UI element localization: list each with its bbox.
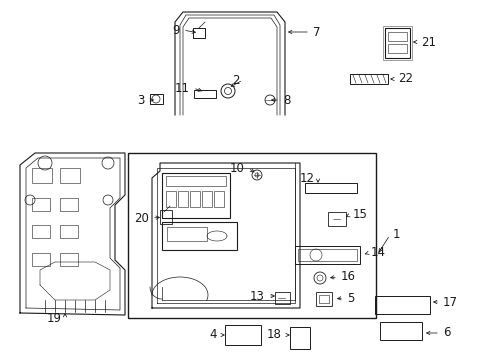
Text: 22: 22 (398, 72, 413, 85)
Bar (295, 246, 360, 264)
Bar (160, 210, 172, 224)
Bar (388, 44, 407, 53)
Bar (225, 325, 261, 345)
Text: 7: 7 (313, 26, 320, 39)
Text: 19: 19 (47, 311, 62, 324)
Text: 12: 12 (300, 171, 315, 184)
Text: 6: 6 (443, 327, 450, 339)
Text: 18: 18 (267, 328, 282, 342)
Bar (167, 227, 207, 241)
Bar (316, 292, 332, 306)
Bar (298, 249, 357, 261)
Text: 9: 9 (172, 23, 180, 36)
Bar (214, 191, 224, 207)
Bar (350, 74, 388, 84)
Bar (194, 90, 216, 98)
Bar (290, 327, 310, 349)
Text: 5: 5 (347, 292, 354, 305)
Bar (32, 253, 50, 266)
Text: 11: 11 (175, 81, 190, 94)
Bar (178, 191, 188, 207)
Bar (190, 191, 200, 207)
Text: 17: 17 (443, 296, 458, 309)
Bar (60, 253, 78, 266)
Bar (388, 32, 407, 41)
Text: 15: 15 (353, 208, 368, 221)
Bar (202, 191, 212, 207)
Bar (193, 28, 205, 38)
Bar (60, 198, 78, 211)
Text: 8: 8 (283, 94, 291, 107)
Bar (305, 183, 357, 193)
Text: 3: 3 (138, 94, 145, 107)
Text: 4: 4 (210, 328, 217, 342)
Bar (275, 292, 290, 304)
Bar (32, 225, 50, 238)
Bar (162, 173, 230, 218)
Bar (375, 296, 430, 314)
Bar (328, 212, 346, 226)
Bar (60, 168, 80, 183)
Bar (166, 176, 226, 186)
Text: 10: 10 (230, 162, 245, 175)
Text: 2: 2 (232, 73, 240, 86)
Bar (32, 198, 50, 211)
Bar (319, 295, 329, 303)
Text: 14: 14 (371, 247, 386, 260)
Text: 1: 1 (393, 229, 400, 242)
Bar (60, 225, 78, 238)
Text: 21: 21 (421, 36, 436, 49)
Bar (166, 191, 176, 207)
Bar (32, 168, 52, 183)
Text: 16: 16 (341, 270, 356, 284)
Bar (162, 222, 237, 250)
Bar (380, 322, 422, 340)
Bar (383, 26, 412, 60)
Bar (128, 153, 376, 318)
Bar (150, 94, 163, 104)
Text: 20: 20 (134, 211, 149, 225)
Text: 13: 13 (250, 289, 265, 302)
Bar (385, 28, 410, 58)
